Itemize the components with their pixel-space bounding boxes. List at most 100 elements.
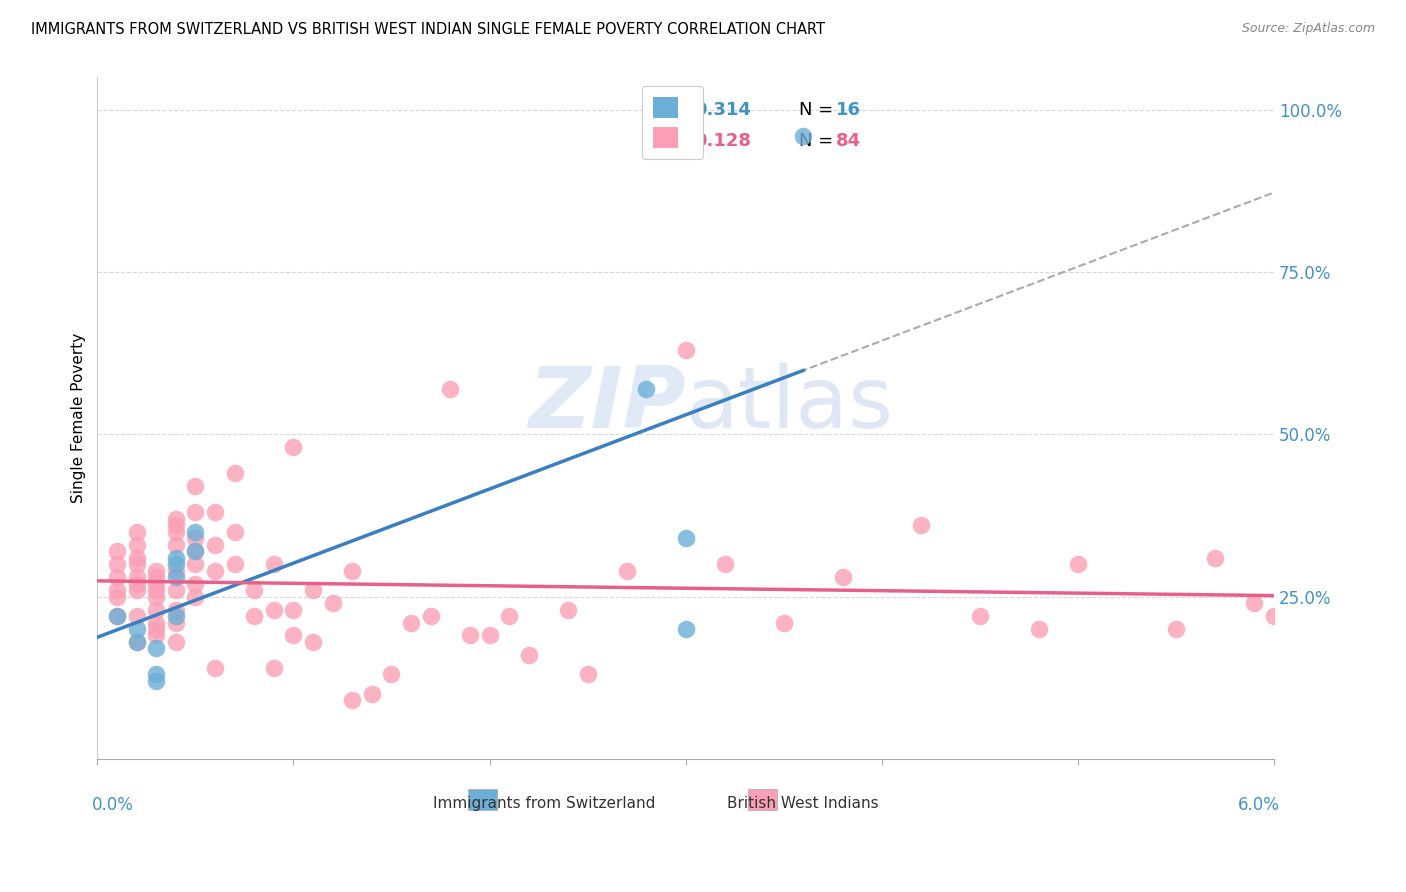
Point [184,505,207,519]
Point [165,550,187,565]
Point [165,615,187,630]
Point [105,583,128,598]
Point [243,609,266,624]
Point [165,538,187,552]
Point [105,609,128,624]
Point [831,570,853,584]
Point [165,557,187,571]
Point [302,635,325,649]
Point [145,615,167,630]
Point [1067,557,1090,571]
Text: 0.0%: 0.0% [91,797,134,814]
Point [419,609,441,624]
Text: N =: N = [799,132,838,150]
Point [105,590,128,604]
Bar [748,789,778,810]
Point [105,609,128,624]
Point [224,467,246,481]
Text: R =: R = [658,132,697,150]
Point [165,570,187,584]
Point [576,667,599,681]
Point [184,557,207,571]
Point [283,602,305,616]
Point [675,622,697,636]
Point [498,609,520,624]
Point [105,570,128,584]
Point [478,628,501,642]
Point [184,524,207,539]
Point [1263,609,1285,624]
Point [283,628,305,642]
Point [557,602,579,616]
Point [792,128,814,143]
Point [145,583,167,598]
Point [145,564,167,578]
Point [1164,622,1187,636]
Point [145,641,167,656]
Point [165,524,187,539]
Text: atlas: atlas [686,363,894,446]
Point [105,557,128,571]
Point [125,622,148,636]
Point [125,524,148,539]
Text: 6.0%: 6.0% [1237,797,1279,814]
Point [283,440,305,454]
Point [165,511,187,525]
Point [125,550,148,565]
Point [1204,550,1226,565]
Point [125,538,148,552]
Point [125,609,148,624]
Text: IMMIGRANTS FROM SWITZERLAND VS BRITISH WEST INDIAN SINGLE FEMALE POVERTY CORRELA: IMMIGRANTS FROM SWITZERLAND VS BRITISH W… [31,22,825,37]
Text: British West Indians: British West Indians [727,797,879,811]
Text: 16: 16 [837,102,862,120]
Point [145,590,167,604]
Point [360,687,382,701]
Point [380,667,402,681]
Point [636,382,658,396]
Point [204,505,226,519]
Point [165,602,187,616]
Bar [468,789,498,810]
Point [165,564,187,578]
Point [145,570,167,584]
Point [675,531,697,545]
Point [458,628,481,642]
Text: Immigrants from Switzerland: Immigrants from Switzerland [433,797,655,811]
Point [125,557,148,571]
Point [263,602,285,616]
Point [184,544,207,558]
Point [772,615,794,630]
Point [224,557,246,571]
Point [439,382,461,396]
Point [145,673,167,688]
Point [165,518,187,533]
Point [184,576,207,591]
Point [125,635,148,649]
Point [224,524,246,539]
Point [399,615,422,630]
Point [302,583,325,598]
Point [145,602,167,616]
Point [145,667,167,681]
Point [145,576,167,591]
Text: Source: ZipAtlas.com: Source: ZipAtlas.com [1241,22,1375,36]
Y-axis label: Single Female Poverty: Single Female Poverty [72,333,86,503]
Point [184,531,207,545]
Point [204,538,226,552]
Point [204,661,226,675]
Point [145,628,167,642]
Point [714,557,737,571]
Point [184,544,207,558]
Text: N =: N = [799,102,838,120]
Text: ZIP: ZIP [529,363,686,446]
Text: 0.314: 0.314 [695,102,751,120]
Point [263,557,285,571]
Point [243,583,266,598]
Point [517,648,540,662]
Point [616,564,638,578]
Point [204,564,226,578]
Point [125,570,148,584]
Point [125,576,148,591]
Point [675,343,697,357]
Point [145,622,167,636]
